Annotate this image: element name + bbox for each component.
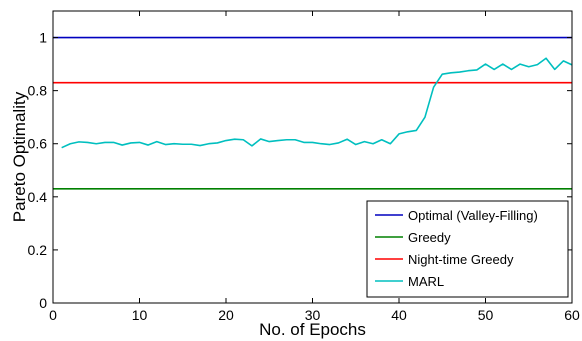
legend-label-0: Optimal (Valley-Filling) [408,208,538,223]
series-layer [53,36,573,190]
legend-label-3: MARL [408,274,444,289]
y-tick-label: 0 [39,295,47,311]
x-tick-label: 60 [564,307,580,323]
y-tick-label: 0.8 [28,83,48,99]
legend-label-1: Greedy [408,230,451,245]
x-tick-label: 40 [391,307,407,323]
x-tick-label: 10 [132,307,148,323]
y-tick-label: 0.4 [28,189,48,205]
x-tick-label: 50 [478,307,494,323]
y-tick-label: 1 [39,30,47,46]
tick-layer: 0 10 20 30 40 50 60 0 0.2 0.4 0.6 0.8 1 [28,11,580,323]
x-tick-label: 0 [49,307,57,323]
series-line-3 [61,57,573,149]
y-tick-label: 0.2 [28,242,48,258]
x-tick-label: 20 [218,307,234,323]
x-axis-label: No. of Epochs [259,320,366,339]
legend-label-2: Night-time Greedy [408,252,514,267]
legend: Optimal (Valley-Filling) Greedy Night-time… [366,200,569,298]
y-tick-label: 0.6 [28,136,48,152]
x-tick-label: 30 [305,307,321,323]
y-axis-label: Pareto Optimality [10,91,29,222]
